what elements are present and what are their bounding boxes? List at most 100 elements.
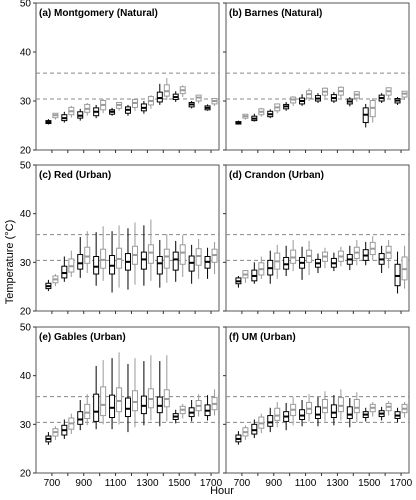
box-black bbox=[314, 397, 321, 427]
box-black bbox=[77, 237, 84, 278]
box-black bbox=[188, 400, 195, 422]
box-gray bbox=[211, 389, 218, 416]
box-black bbox=[283, 101, 290, 111]
box-gray bbox=[68, 250, 75, 277]
panel-1: (a) Montgomery (Natural) 20 30 40 50 bbox=[20, 0, 220, 157]
box-iqr bbox=[140, 251, 147, 270]
box-iqr bbox=[330, 404, 337, 419]
box-gray bbox=[131, 358, 138, 428]
box-gray bbox=[337, 246, 344, 267]
box-black bbox=[251, 113, 258, 122]
x-tick-label: 1100 bbox=[295, 478, 317, 489]
box-iqr bbox=[274, 407, 281, 421]
box-black bbox=[204, 247, 211, 279]
box-black bbox=[299, 94, 306, 106]
box-iqr bbox=[156, 255, 163, 275]
box-gray bbox=[179, 235, 186, 277]
panel-frame bbox=[35, 2, 220, 151]
x-tick-label: 900 bbox=[265, 478, 282, 489]
box-iqr bbox=[314, 406, 321, 419]
panel-4: (d) Crandon (Urban) bbox=[223, 164, 410, 314]
box-black bbox=[394, 251, 401, 294]
panels: (a) Montgomery (Natural) 20 30 40 50 (b) Barn… bbox=[20, 0, 413, 489]
box-black bbox=[172, 240, 179, 282]
box-iqr bbox=[93, 255, 100, 275]
box-gray bbox=[401, 245, 408, 289]
box-black bbox=[330, 252, 337, 272]
box-black bbox=[77, 108, 84, 121]
box-gray bbox=[385, 239, 392, 269]
box-gray bbox=[353, 392, 360, 423]
box-black bbox=[93, 365, 100, 430]
box-gray bbox=[385, 400, 392, 416]
box-gray bbox=[369, 236, 376, 261]
y-tick-label: 40 bbox=[20, 48, 32, 59]
box-black bbox=[283, 245, 290, 276]
box-black bbox=[77, 400, 84, 431]
box-gray bbox=[258, 256, 265, 279]
x-tick-label: 700 bbox=[234, 478, 251, 489]
box-iqr bbox=[84, 246, 91, 264]
box-black bbox=[346, 97, 353, 107]
box-black bbox=[394, 407, 401, 423]
box-black bbox=[378, 406, 385, 421]
box-gray bbox=[369, 98, 376, 123]
x-tick-label: 1700 bbox=[200, 478, 223, 489]
box-black bbox=[299, 400, 306, 427]
panel-frame bbox=[225, 326, 410, 474]
box-black bbox=[330, 92, 337, 103]
box-gray bbox=[163, 77, 170, 101]
box-black bbox=[251, 419, 258, 438]
panel-frame bbox=[225, 164, 410, 312]
x-tick-label: 1700 bbox=[390, 478, 413, 489]
box-black bbox=[362, 407, 369, 422]
y-tick-label: 20 bbox=[20, 307, 32, 318]
box-gray bbox=[369, 401, 376, 417]
box-black bbox=[188, 101, 195, 109]
box-iqr bbox=[116, 387, 123, 413]
box-iqr bbox=[337, 397, 344, 413]
box-iqr bbox=[124, 397, 131, 418]
box-gray bbox=[353, 91, 360, 102]
box-black bbox=[109, 107, 116, 116]
box-black bbox=[156, 239, 163, 288]
box-black bbox=[140, 361, 147, 426]
box-black bbox=[140, 225, 147, 286]
box-gray bbox=[84, 231, 91, 274]
box-black bbox=[314, 93, 321, 103]
x-tick-label: 1300 bbox=[326, 478, 349, 489]
box-gray bbox=[242, 113, 249, 120]
y-tick-label: 40 bbox=[20, 371, 32, 382]
panel-frame bbox=[35, 164, 220, 312]
panel-6: (f) UM (Urban) 700 900 1100 1300 1500 1700 bbox=[223, 326, 413, 489]
panel-title: (f) UM (Urban) bbox=[229, 332, 296, 343]
panel-frame bbox=[35, 326, 220, 474]
box-gray bbox=[306, 88, 313, 101]
box-black bbox=[109, 358, 116, 430]
box-gray bbox=[147, 219, 154, 281]
box-gray bbox=[116, 101, 123, 111]
box-gray bbox=[195, 394, 202, 417]
box-iqr bbox=[346, 406, 353, 419]
box-gray bbox=[84, 102, 91, 116]
box-gray bbox=[68, 413, 75, 435]
y-tick-label: 20 bbox=[20, 469, 32, 480]
box-gray bbox=[100, 99, 107, 114]
box-gray bbox=[385, 87, 392, 99]
box-iqr bbox=[100, 248, 107, 269]
box-gray bbox=[401, 401, 408, 418]
y-axis-label: Temperature (°C) bbox=[4, 220, 16, 304]
box-black bbox=[93, 232, 100, 286]
box-gray bbox=[179, 85, 186, 98]
x-tick-label: 1100 bbox=[105, 478, 127, 489]
box-black bbox=[235, 120, 242, 125]
x-axis-label: Hour bbox=[210, 485, 234, 497]
box-black bbox=[394, 97, 401, 105]
panel-title: (b) Barnes (Natural) bbox=[229, 8, 322, 19]
box-black bbox=[251, 262, 258, 284]
box-iqr bbox=[77, 254, 84, 270]
box-gray bbox=[195, 238, 202, 279]
box-gray bbox=[116, 225, 123, 288]
box-black bbox=[124, 104, 131, 116]
